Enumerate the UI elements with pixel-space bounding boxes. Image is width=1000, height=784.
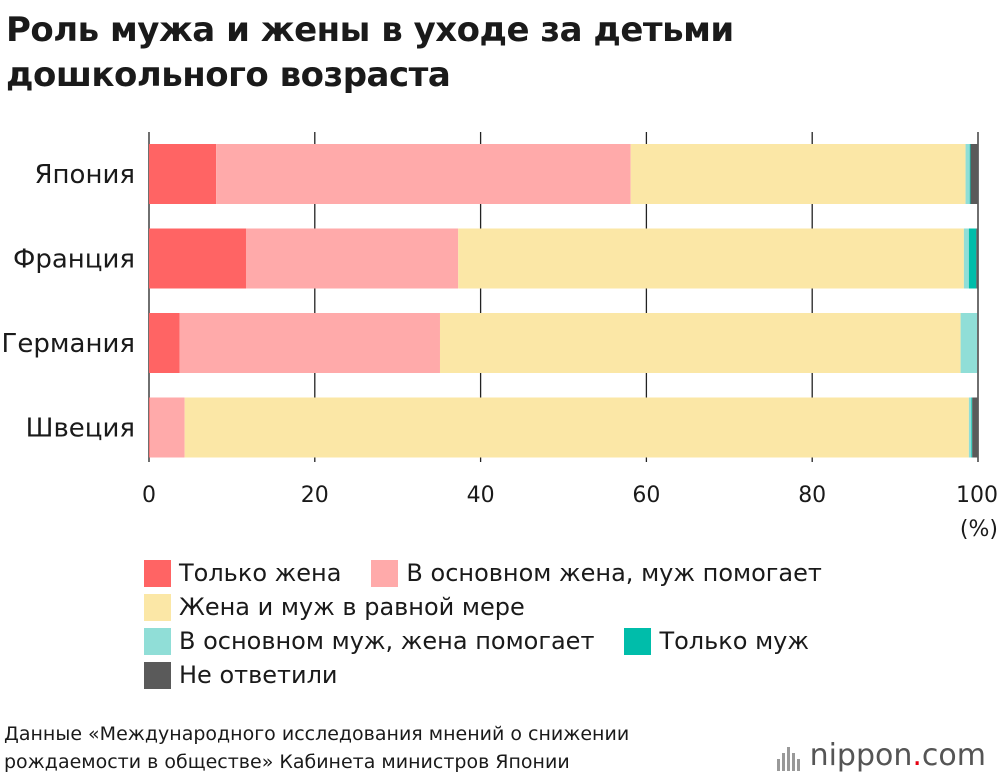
legend-swatch-mostly-husband [144, 627, 171, 655]
legend-swatch-equal [144, 593, 171, 621]
bar-segment-0-4 [969, 144, 971, 204]
bar-segment-0-3 [965, 144, 970, 204]
bar-segment-3-5 [972, 397, 978, 458]
bar-segment-1-0 [149, 228, 246, 289]
legend-swatch-only-wife [144, 559, 171, 587]
bar-segment-3-2 [184, 397, 969, 458]
bar-segment-1-2 [458, 228, 964, 289]
bar-segment-3-4 [971, 397, 973, 458]
bar-segment-2-5 [977, 313, 978, 373]
legend-label-only-wife: Только жена [179, 559, 342, 587]
bar-segment-1-3 [963, 228, 969, 289]
bar-segment-2-2 [439, 313, 961, 373]
bar-segment-2-1 [179, 313, 440, 373]
stacked-bar-chart: Япония Франция Германия Швеция 0 20 40 60 80 100 (… [2, 132, 998, 542]
x-tick-label: 100 [956, 483, 998, 508]
logo-bars-icon [776, 741, 802, 771]
bar-segment-2-3 [960, 313, 978, 373]
legend-label-mostly-husband: В основном муж, жена помогает [179, 627, 595, 655]
x-tick-label: 80 [798, 483, 826, 508]
legend-row: Только жена В основном жена, муж помогае… [144, 556, 994, 590]
bar-segment-0-2 [630, 144, 966, 204]
legend-swatch-only-husband [624, 627, 652, 655]
bar-segment-1-5 [976, 228, 978, 289]
category-label: Германия [2, 329, 135, 359]
bar-segment-3-1 [149, 397, 185, 458]
logo-dot: . [912, 738, 922, 773]
bar-segment-1-4 [968, 228, 977, 289]
legend-item-only-husband: Только муж [624, 624, 809, 658]
x-tick-label: 20 [301, 483, 329, 508]
chart-title-line-2: дошкольного возраста [6, 55, 451, 95]
legend-row: Жена и муж в равной мере [144, 590, 994, 624]
bar-segment-0-5 [970, 144, 978, 204]
x-tick-label: 60 [632, 483, 660, 508]
legend-label-no-answer: Не ответили [179, 661, 338, 689]
x-tick-label: 40 [467, 483, 495, 508]
bar-segment-3-0 [149, 397, 150, 458]
legend-row: В основном муж, жена помогает Только муж [144, 624, 994, 658]
legend-item-equal: Жена и муж в равной мере [144, 590, 525, 624]
legend-item-no-answer: Не ответили [144, 658, 338, 692]
bar-segment-0-0 [149, 144, 217, 204]
legend-swatch-no-answer [144, 661, 171, 689]
x-tick-label: 0 [142, 483, 156, 508]
logo-name: nippon [809, 738, 913, 773]
legend-item-mostly-wife: В основном жена, муж помогает [371, 556, 822, 590]
legend-swatch-mostly-wife [371, 559, 399, 587]
nippon-logo: nippon. com [776, 738, 986, 773]
source-note: Данные «Международного исследования мнен… [4, 723, 630, 773]
bar-segment-2-0 [149, 313, 180, 373]
legend: Только жена В основном жена, муж помогае… [144, 556, 994, 692]
logo-suffix: com [921, 738, 986, 773]
chart-title: Роль мужа и жены в уходе за детьми дошко… [6, 8, 906, 98]
legend-row: Не ответили [144, 658, 994, 692]
category-label: Швеция [26, 414, 135, 444]
legend-label-mostly-wife: В основном жена, муж помогает [406, 559, 822, 587]
x-axis-unit: (%) [960, 517, 998, 542]
category-label: Япония [34, 160, 135, 190]
bar-segment-1-1 [245, 228, 459, 289]
legend-label-equal: Жена и муж в равной мере [179, 593, 525, 621]
legend-item-only-wife: Только жена [144, 556, 341, 590]
legend-item-mostly-husband: В основном муж, жена помогает [144, 624, 594, 658]
bar-segment-3-3 [968, 397, 972, 458]
category-label: Франция [13, 245, 135, 275]
bar-segment-0-1 [216, 144, 631, 204]
chart-title-line-1: Роль мужа и жены в уходе за детьми [6, 10, 734, 50]
legend-label-only-husband: Только муж [659, 627, 810, 655]
